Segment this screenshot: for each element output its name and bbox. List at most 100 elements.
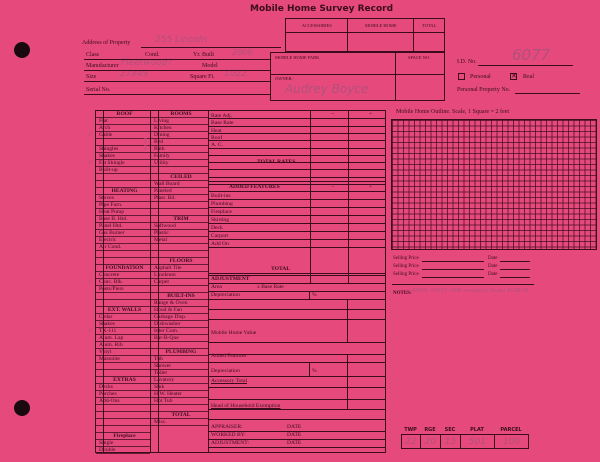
outline-grid[interactable] — [391, 119, 597, 250]
manufacturer-value[interactable]: Fleetwood? — [121, 58, 173, 68]
list-item[interactable]: Kitchen — [151, 125, 208, 132]
list-item[interactable]: Arch — [96, 125, 150, 132]
list-item[interactable]: Fat Shingle — [96, 160, 150, 167]
list-item[interactable]: Alum. Rib — [96, 342, 150, 349]
legal-value-parcel[interactable]: 100 — [494, 434, 529, 449]
list-item[interactable]: Wall Board — [151, 181, 208, 188]
list-item[interactable]: Flat — [96, 118, 150, 125]
list-item[interactable]: Living — [151, 118, 208, 125]
list-item[interactable]: Conc. Blk. — [96, 279, 150, 286]
list-item[interactable]: Carpet — [151, 279, 208, 286]
notes-value[interactable]: 6/6/06 CHGST 1008 complete/ fix per ECRB… — [412, 288, 529, 294]
blank-row[interactable] — [151, 405, 208, 412]
list-item[interactable]: Dining — [151, 132, 208, 139]
blank-row[interactable] — [151, 286, 208, 293]
list-item[interactable]: Concrete — [96, 272, 150, 279]
legal-value-rge[interactable]: 20 — [420, 434, 441, 449]
list-item[interactable]: Lavatory — [151, 377, 208, 384]
list-item[interactable]: Air Cond. — [96, 244, 150, 251]
real-checkbox[interactable]: ✕ — [510, 72, 517, 80]
blank-row[interactable] — [96, 412, 150, 419]
list-item[interactable]: Shower — [151, 363, 208, 370]
list-item[interactable]: Garbage Disp. — [151, 314, 208, 321]
list-item[interactable]: Panel Htd. — [96, 223, 150, 230]
list-item[interactable]: Double — [96, 447, 150, 454]
list-item[interactable]: Electric — [96, 237, 150, 244]
blank-row[interactable] — [151, 244, 208, 251]
list-item[interactable]: Porches — [96, 391, 150, 398]
list-item[interactable]: Add-Ons — [96, 398, 150, 405]
list-item[interactable]: Bar-B-Que — [151, 335, 208, 342]
list-item[interactable]: Gable — [96, 132, 150, 139]
selling-price-field[interactable] — [422, 277, 484, 278]
accessories-cell[interactable] — [284, 32, 349, 52]
list-item[interactable]: Plast. Bd. — [151, 195, 208, 202]
blank-row[interactable] — [96, 405, 150, 412]
list-item[interactable]: Dishwasher — [151, 321, 208, 328]
list-item[interactable]: Shakes — [96, 153, 150, 160]
list-item[interactable]: Linoleum — [151, 272, 208, 279]
date-field[interactable] — [500, 269, 530, 270]
owner-value[interactable]: Audrey Boyce — [285, 82, 369, 96]
blank-row[interactable] — [151, 202, 208, 209]
address-value[interactable]: 255 Lincoln — [155, 35, 207, 45]
blank-row[interactable] — [96, 258, 150, 265]
date-field[interactable] — [500, 261, 530, 262]
list-item[interactable]: Shakes — [96, 321, 150, 328]
list-item[interactable]: Asphalt Tile — [151, 265, 208, 272]
blank-row[interactable] — [96, 370, 150, 377]
blank-row[interactable] — [151, 251, 208, 258]
legal-value-twp[interactable]: 22 — [401, 434, 421, 449]
list-item[interactable]: Cedar — [96, 314, 150, 321]
id-value[interactable]: 6077 — [512, 46, 551, 64]
list-item[interactable]: Stoves — [96, 195, 150, 202]
list-item[interactable]: Posts/Piers — [96, 286, 150, 293]
list-item[interactable]: Metal — [151, 237, 208, 244]
list-item[interactable]: Hot Tub — [151, 398, 208, 405]
list-item[interactable]: Shingles — [96, 146, 150, 153]
list-item[interactable]: Toilet — [151, 370, 208, 377]
blank-row[interactable] — [96, 293, 150, 300]
list-item[interactable]: Inter Com. — [151, 328, 208, 335]
list-item[interactable]: Utility — [151, 160, 208, 167]
list-item[interactable]: Bed — [151, 139, 208, 146]
legal-value-plat[interactable]: 501 — [460, 434, 495, 449]
list-item[interactable]: Alum. Lap — [96, 335, 150, 342]
legal-value-sec[interactable]: 15 — [440, 434, 461, 449]
size-value[interactable]: 27x49 — [120, 69, 149, 79]
blank-row[interactable] — [151, 209, 208, 216]
blank-row[interactable] — [96, 363, 150, 370]
list-item[interactable]: Decks — [96, 384, 150, 391]
list-item[interactable]: Hood & Fan — [151, 307, 208, 314]
list-item[interactable]: Range & Oven — [151, 300, 208, 307]
yr-built-value[interactable]: 2006 — [232, 48, 253, 57]
blank-row[interactable] — [96, 139, 150, 146]
list-item[interactable]: Misc. — [151, 419, 208, 426]
date-field[interactable] — [500, 277, 530, 278]
list-item[interactable]: Vinyl — [96, 349, 150, 356]
list-item[interactable]: Gas Burner — [96, 230, 150, 237]
blank-row[interactable] — [96, 419, 150, 426]
list-item[interactable]: Family — [151, 153, 208, 160]
total-cell[interactable] — [413, 32, 445, 52]
list-item[interactable]: H.W. Heater — [151, 391, 208, 398]
list-item[interactable]: Tub — [151, 356, 208, 363]
blank-row[interactable] — [96, 251, 150, 258]
list-item[interactable]: Sink — [151, 384, 208, 391]
list-item[interactable]: Masonite — [96, 356, 150, 363]
list-item[interactable]: TX-111 — [96, 328, 150, 335]
list-item[interactable]: Paneled — [151, 188, 208, 195]
list-item[interactable]: Single — [96, 440, 150, 447]
list-item[interactable]: Base B. Htd. — [96, 216, 150, 223]
list-item[interactable]: Bath — [151, 146, 208, 153]
list-item[interactable]: Softwood — [151, 223, 208, 230]
selling-price-field[interactable] — [422, 269, 484, 270]
selling-price-field[interactable] — [422, 261, 484, 262]
blank-row[interactable] — [151, 167, 208, 174]
blank-row[interactable] — [96, 426, 150, 433]
list-item[interactable]: Heat Pump — [96, 209, 150, 216]
list-item[interactable]: Built-up — [96, 167, 150, 174]
list-item[interactable]: Pipe Furn. — [96, 202, 150, 209]
blank-row[interactable] — [96, 300, 150, 307]
blank-row[interactable] — [151, 342, 208, 349]
